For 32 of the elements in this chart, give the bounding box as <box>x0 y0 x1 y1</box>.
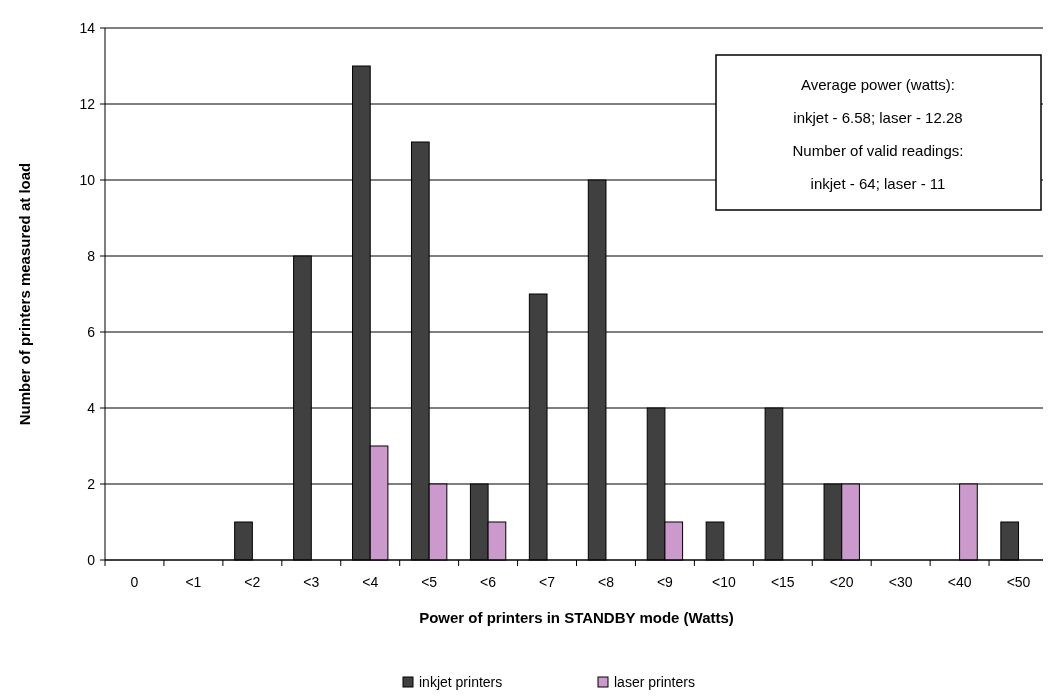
x-tick-label: 0 <box>130 574 139 590</box>
annotation: Average power (watts): <box>801 76 955 93</box>
y-tick-label: 12 <box>79 95 96 112</box>
x-tick-label: <3 <box>303 574 320 590</box>
annotation: inkjet - 64; laser - 11 <box>810 175 946 192</box>
x-tick-label: <30 <box>888 574 913 590</box>
y-tick-label: 4 <box>87 399 96 416</box>
y-tick-label: 2 <box>87 475 96 492</box>
x-tick-label: <9 <box>656 574 674 590</box>
legend-label: inkjet printers <box>419 674 503 690</box>
x-tick-label: <10 <box>711 574 736 590</box>
y-tick-label: 0 <box>87 551 96 568</box>
x-tick-label: <4 <box>362 574 379 590</box>
x-tick-label: <6 <box>480 574 497 590</box>
x-tick-label: <2 <box>244 574 261 590</box>
x-tick-label: <5 <box>421 574 438 590</box>
y-tick-label: 10 <box>79 171 96 188</box>
annotation: inkjet - 6.58; laser - 12.28 <box>793 109 963 126</box>
x-axis-title: Power of printers in STANDBY mode (Watts) <box>419 609 734 626</box>
y-tick-label: 8 <box>87 247 96 264</box>
x-tick-label: <15 <box>770 574 795 590</box>
y-tick-label: 14 <box>79 19 96 36</box>
x-tick-label: <1 <box>185 574 202 590</box>
legend-label: laser printers <box>614 674 695 690</box>
x-tick-label: <50 <box>1006 574 1031 590</box>
x-tick-label: <20 <box>829 574 854 590</box>
annotation: Number of valid readings: <box>792 142 964 159</box>
x-tick-label: <7 <box>539 574 556 590</box>
x-tick-label: <40 <box>947 574 972 590</box>
y-tick-label: 6 <box>87 323 96 340</box>
y-axis-title: Number of printers measured at load <box>16 162 33 426</box>
x-tick-label: <8 <box>597 574 615 590</box>
